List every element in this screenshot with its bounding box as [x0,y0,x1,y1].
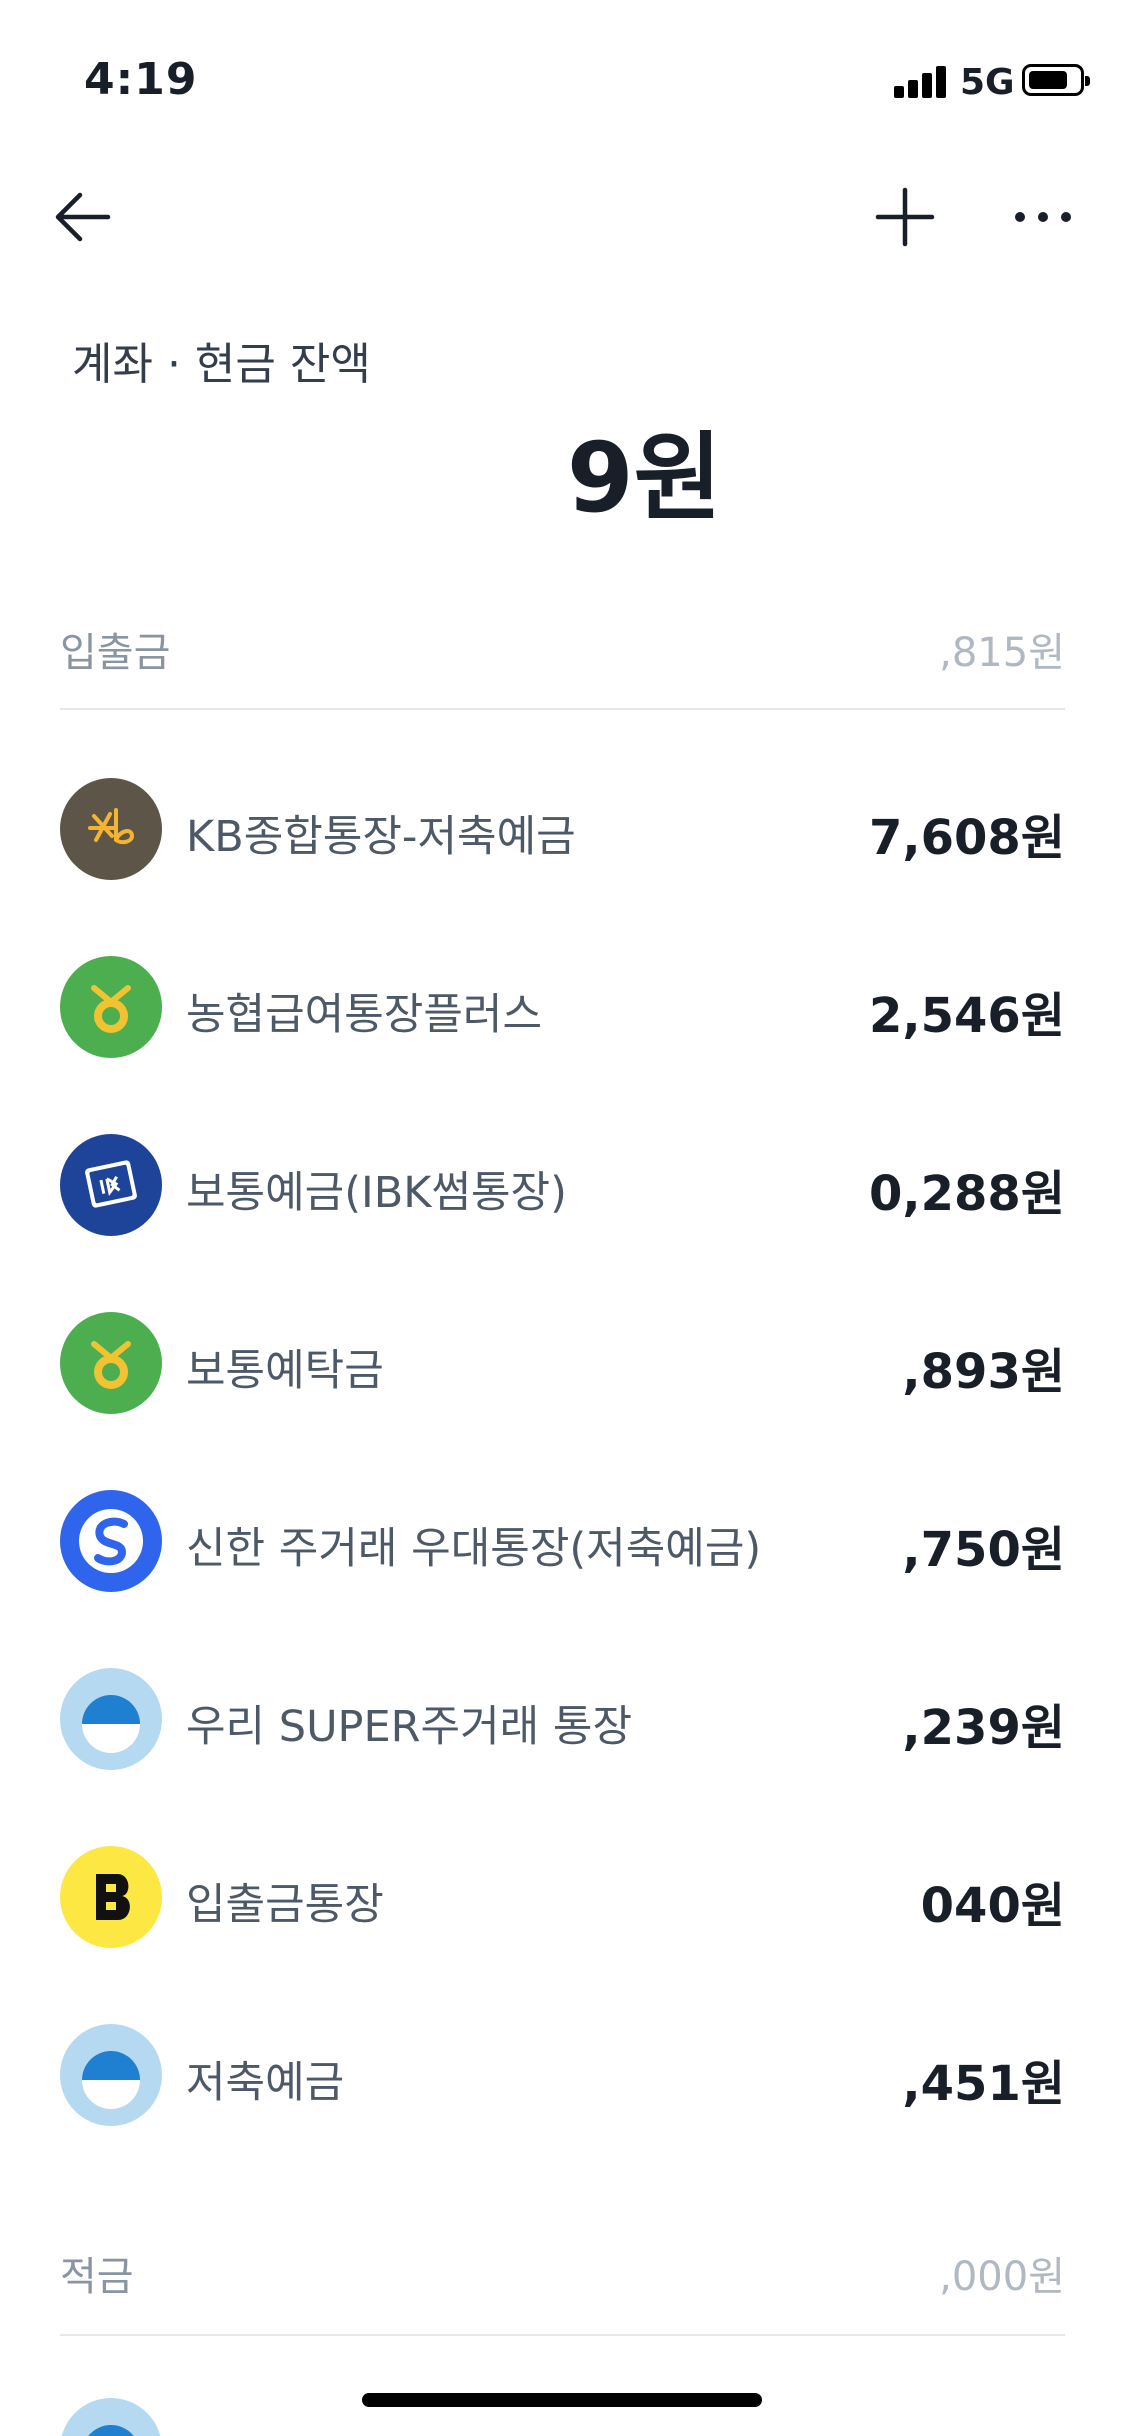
account-balance: 7,608원 [869,810,1065,866]
toss-logo-icon [60,1846,162,1948]
account-name: KB종합통장-저축예금 [186,812,576,862]
total-balance: 9원 [566,422,722,534]
group-title: 적금 [60,2254,134,2300]
account-balance: ,451원 [902,2056,1065,2112]
woori-logo-icon [60,2398,162,2436]
status-time: 4:19 [84,54,198,105]
account-row-shinhan[interactable]: 신한 주거래 우대통장(저축예금) ,750원 [60,1470,1065,1610]
account-balance: 0,288원 [869,1166,1065,1222]
group-header-savings: 적금 ,000원 [60,2216,1065,2336]
account-balance: 040원 [920,1878,1065,1934]
back-button[interactable] [50,182,120,252]
signal-icon [894,64,946,98]
account-name: 저축예금 [186,2058,345,2108]
group-header-deposit: 입출금 ,815원 [60,598,1065,710]
account-balance: ,893원 [902,1344,1065,1400]
account-row-woori-2[interactable]: 저축예금 ,451원 [60,2004,1065,2144]
section-label: 계좌 · 현금 잔액 [72,339,371,390]
home-indicator[interactable] [362,2393,762,2407]
arrow-left-icon [55,192,111,242]
group-amount: ,815원 [939,630,1065,676]
account-row-toss[interactable]: 입출금통장 040원 [60,1826,1065,1966]
ibk-logo-icon [60,1134,162,1236]
nh-logo-icon [60,956,162,1058]
account-row-woori[interactable]: 우리 SUPER주거래 통장 ,239원 [60,1648,1065,1788]
shinhan-logo-icon [60,1490,162,1592]
account-row-ibk[interactable]: 보통예금(IBK썸통장) 0,288원 [60,1114,1065,1254]
account-row-nh-2[interactable]: 보통예탁금 ,893원 [60,1292,1065,1432]
account-name: 보통예탁금 [186,1346,384,1396]
add-button[interactable] [870,182,940,252]
kb-logo-icon [60,778,162,880]
more-horizontal-icon [1015,212,1071,222]
more-button[interactable] [1008,182,1078,252]
account-row-nh[interactable]: 농협급여통장플러스 2,546원 [60,936,1065,1076]
account-name: 입출금통장 [186,1880,384,1930]
plus-icon [875,187,935,247]
account-name: 농협급여통장플러스 [186,990,543,1040]
group-amount: ,000원 [939,2254,1065,2300]
account-balance: ,239원 [902,1700,1065,1756]
woori-logo-icon [60,1668,162,1770]
account-name: 우리 SUPER주거래 통장 [186,1702,633,1752]
account-balance: 2,546원 [869,988,1065,1044]
woori-logo-icon [60,2024,162,2126]
account-balance: ,750원 [902,1522,1065,1578]
group-title: 입출금 [60,630,171,676]
account-row-savings-partial[interactable] [60,2398,1065,2436]
account-name: 보통예금(IBK썸통장) [186,1168,567,1218]
account-row-kb[interactable]: KB종합통장-저축예금 7,608원 [60,758,1065,898]
nh-logo-icon [60,1312,162,1414]
status-bar: 4:19 5G [0,0,1125,150]
network-label: 5G [960,62,1015,103]
account-name: 신한 주거래 우대통장(저축예금) [186,1524,762,1574]
battery-icon [1022,64,1090,96]
